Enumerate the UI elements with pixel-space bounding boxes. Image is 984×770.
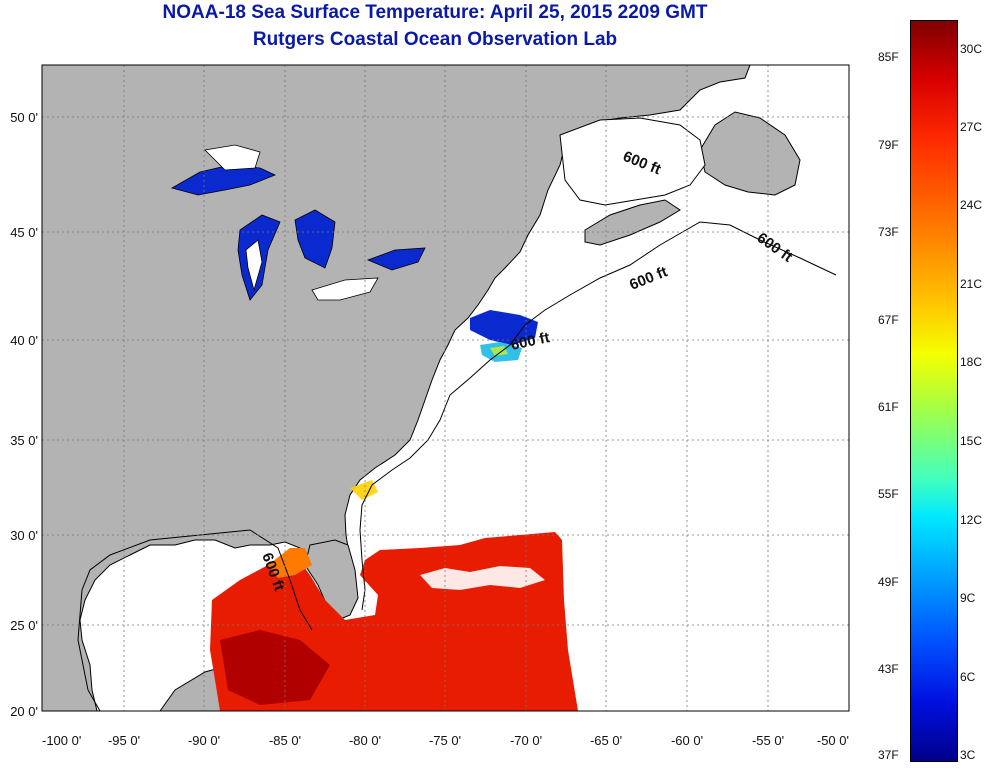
colorbar-label-fahrenheit: 49F (878, 575, 899, 589)
colorbar-label-fahrenheit: 37F (878, 748, 899, 762)
lat-tick-label: 40 0' (10, 333, 38, 348)
colorbar-label-celsius: 27C (960, 120, 983, 134)
lon-tick-label: -60 0' (671, 733, 703, 748)
map-frame (41, 64, 850, 712)
colorbar-label-celsius: 18C (960, 355, 983, 369)
lon-tick-label: -55 0' (752, 733, 784, 748)
lon-tick-label: -90 0' (188, 733, 220, 748)
colorbar-label-fahrenheit: 43F (878, 662, 899, 676)
lon-tick-label: -65 0' (590, 733, 622, 748)
colorbar-label-fahrenheit: 73F (878, 225, 899, 239)
colorbar-label-celsius: 12C (960, 513, 983, 527)
colorbar-label-celsius: 21C (960, 277, 983, 291)
lat-tick-label: 50 0' (10, 110, 38, 125)
lat-tick-label: 20 0' (10, 704, 38, 719)
gulf-st-lawrence (559, 117, 706, 206)
sst-cloud-gaps (420, 566, 545, 590)
colorbar-label-celsius: 30C (960, 42, 983, 56)
land-florida (304, 539, 359, 621)
lon-tick-label: -50 0' (817, 733, 849, 748)
colorbar-label-celsius: 3C (960, 748, 976, 762)
colorbar-label-fahrenheit: 61F (878, 400, 899, 414)
sst-hot-core (220, 630, 330, 705)
isobath-contour (77, 221, 837, 711)
colorbar-label-fahrenheit: 55F (878, 487, 899, 501)
sst-green-patch (490, 346, 508, 356)
lat-tick-label: 25 0' (10, 618, 38, 633)
lat-tick-label: 45 0' (10, 225, 38, 240)
great-lakes (170, 144, 426, 301)
land-nova-scotia (584, 199, 681, 246)
colorbar-label-celsius: 15C (960, 434, 983, 448)
colorbar-label-fahrenheit: 79F (878, 138, 899, 152)
map-subtitle: Rutgers Coastal Ocean Observation Lab (252, 29, 618, 50)
land-newfoundland (699, 111, 801, 196)
lon-tick-label: -80 0' (349, 733, 381, 748)
lon-tick-label: -100 0' (42, 733, 81, 748)
map-title: NOAA-18 Sea Surface Temperature: April 2… (162, 2, 708, 23)
lon-tick-label: -95 0' (108, 733, 140, 748)
lon-tick-label: -75 0' (429, 733, 461, 748)
colorbar-label-celsius: 9C (960, 591, 976, 605)
lat-tick-label: 30 0' (10, 528, 38, 543)
lon-tick-label: -85 0' (269, 733, 301, 748)
lat-tick-label: 35 0' (10, 433, 38, 448)
colorbar-label-celsius: 24C (960, 198, 983, 212)
colorbar-label-fahrenheit: 67F (878, 313, 899, 327)
colorbar-label-celsius: 6C (960, 670, 976, 684)
lon-tick-label: -70 0' (510, 733, 542, 748)
sst-orange-edge (268, 548, 312, 578)
colorbar (910, 20, 958, 762)
sst-cold-patch (470, 310, 538, 345)
colorbar-label-fahrenheit: 85F (878, 50, 899, 64)
